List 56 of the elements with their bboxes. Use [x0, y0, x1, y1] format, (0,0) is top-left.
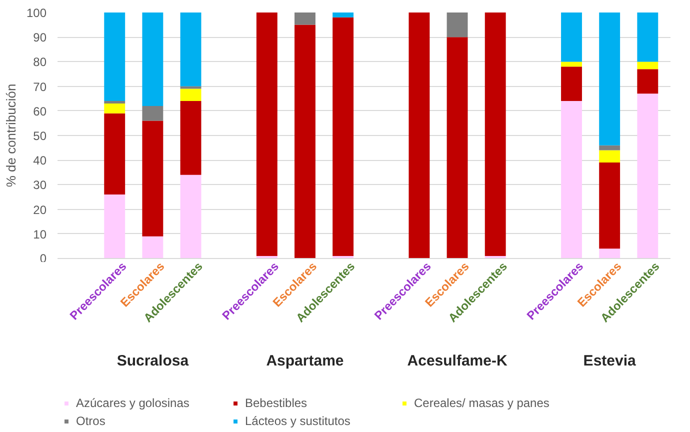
bar: [446, 12, 468, 38]
bar: [637, 69, 658, 94]
legend-label: Bebestibles: [245, 396, 308, 410]
y-tick-label: 70: [33, 80, 47, 94]
bar: [561, 12, 582, 62]
y-axis-title: % de contribución: [3, 84, 18, 188]
bar: [180, 12, 202, 86]
y-tick-label: 40: [33, 154, 47, 168]
bar: [142, 12, 164, 106]
y-tick-label: 50: [33, 129, 47, 143]
legend-label: Otros: [76, 414, 106, 428]
bar: [408, 12, 430, 258]
text: Aspartame: [266, 352, 344, 370]
bar: [180, 88, 202, 102]
legend-label: Lácteos y sustitutos: [245, 414, 352, 428]
bar: [104, 194, 126, 258]
bar: [599, 162, 620, 249]
bar: [599, 248, 620, 258]
bar: [180, 86, 202, 89]
y-tick-label: 80: [33, 55, 47, 70]
bar: [599, 145, 620, 150]
bar: [561, 62, 582, 67]
text: Sucralosa: [116, 352, 190, 370]
y-tick-label: 90: [33, 30, 47, 45]
bar: [294, 24, 316, 258]
bar: [104, 101, 126, 104]
bar: [332, 12, 354, 18]
bar: [561, 66, 582, 102]
y-tick-label: 100: [26, 6, 47, 20]
bar: [104, 104, 126, 114]
bar: [561, 101, 582, 258]
bar: [599, 12, 620, 146]
text: Estevia: [583, 352, 637, 370]
bar: [142, 236, 164, 258]
legend-label: Cereales/ masas y panes: [414, 396, 550, 410]
legend-label: Azúcares y golosinas: [76, 396, 190, 410]
bar: [142, 106, 164, 121]
bar: [637, 94, 658, 258]
bar: [294, 12, 316, 25]
text: Acesulfame-K: [407, 352, 508, 370]
bar: [180, 101, 202, 175]
bar: [142, 120, 164, 236]
y-tick-label: 30: [33, 178, 47, 192]
bar: [332, 17, 354, 256]
y-tick-label: 20: [33, 202, 47, 217]
y-tick-label: 60: [33, 104, 47, 118]
bar: [104, 113, 126, 195]
bar: [484, 12, 506, 256]
bar: [446, 37, 468, 258]
bar: [637, 62, 658, 70]
bar: [637, 12, 658, 62]
bar: [180, 174, 202, 258]
bar: [256, 12, 278, 256]
y-tick-label: 10: [33, 227, 47, 242]
bar: [599, 150, 620, 163]
bar: [104, 12, 126, 102]
